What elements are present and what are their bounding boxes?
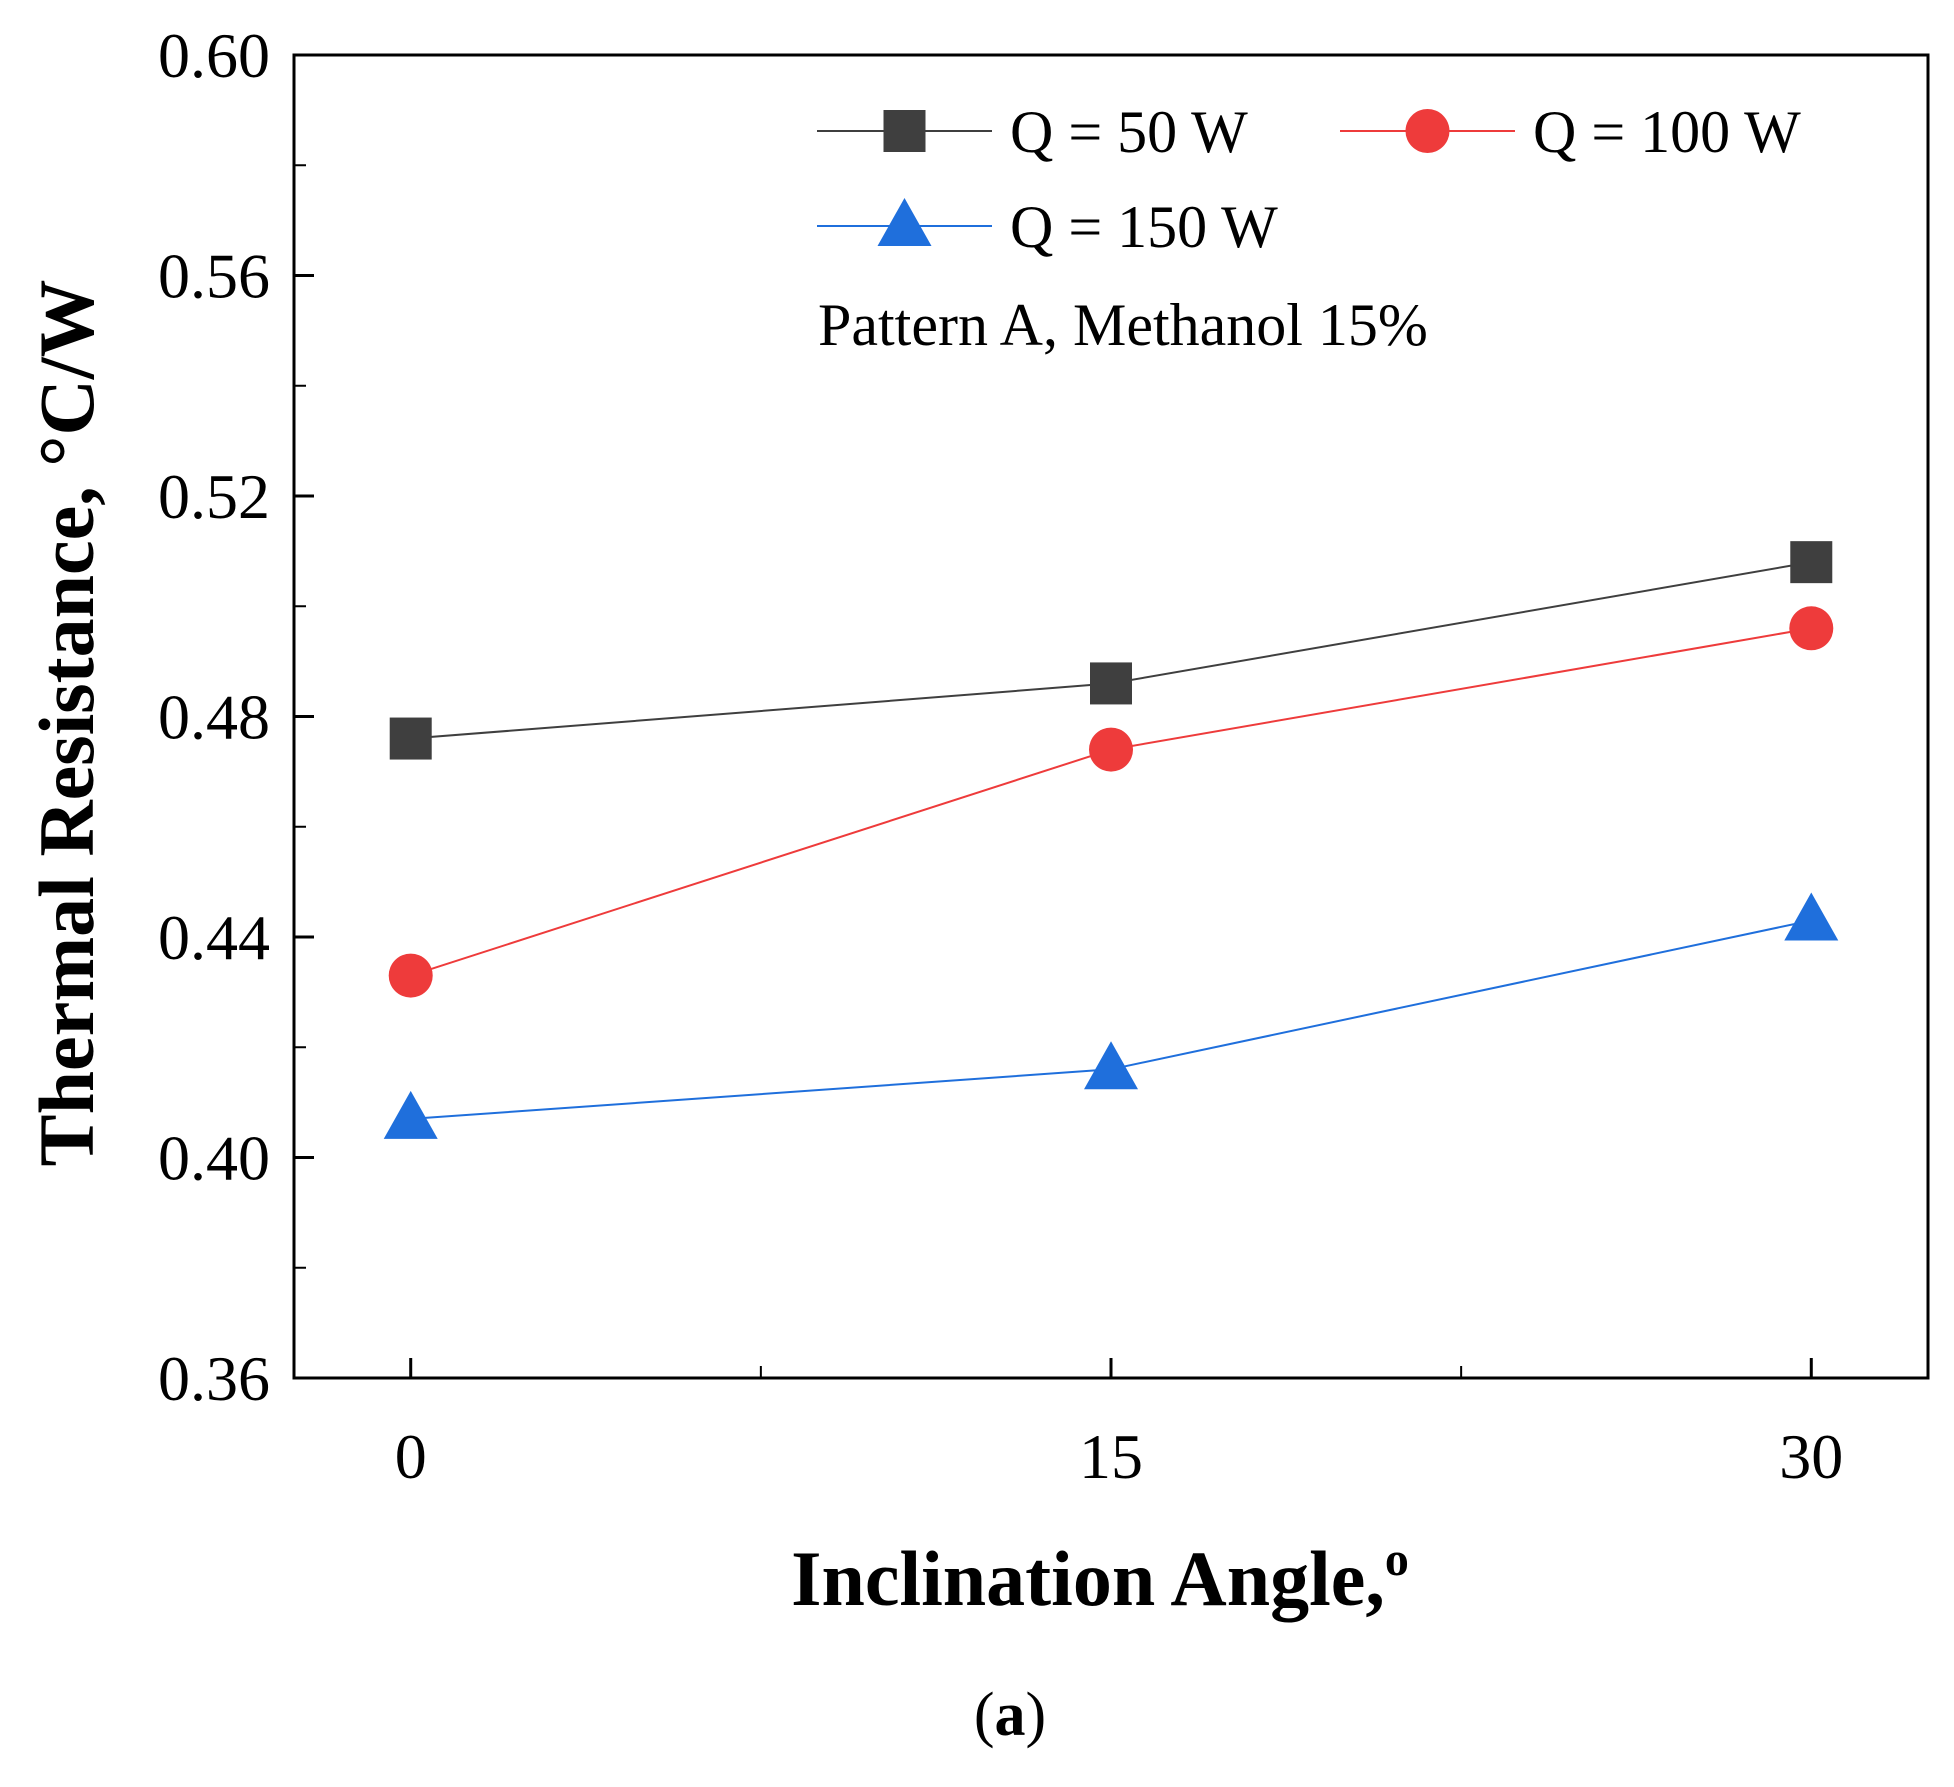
y-tick-label: 0.56 bbox=[158, 241, 270, 312]
y-tick-label: 0.44 bbox=[158, 902, 270, 973]
legend-label-3: Q = 150 W bbox=[1010, 194, 1278, 260]
legend-label-2: Q = 100 W bbox=[1533, 99, 1801, 165]
data-point-series-3 bbox=[1784, 892, 1839, 941]
x-tick-label: 30 bbox=[1779, 1421, 1843, 1492]
caption-letter: a bbox=[995, 1681, 1026, 1749]
legend-marker-3 bbox=[877, 198, 932, 246]
data-point-series-2 bbox=[1089, 727, 1133, 772]
caption-close: ) bbox=[1026, 1681, 1047, 1749]
x-axis-title-superscript: o bbox=[1385, 1533, 1409, 1586]
legend-label-1: Q = 50 W bbox=[1010, 99, 1248, 165]
legend-marker-1 bbox=[883, 110, 926, 152]
y-tick-label: 0.36 bbox=[158, 1343, 270, 1414]
y-tick-label: 0.52 bbox=[158, 461, 270, 532]
data-point-series-3 bbox=[1084, 1041, 1138, 1090]
legend-marker-2 bbox=[1405, 109, 1450, 153]
y-tick-label: 0.60 bbox=[158, 20, 270, 91]
data-point-series-1 bbox=[389, 717, 432, 760]
x-tick-label: 0 bbox=[395, 1421, 427, 1492]
x-tick-label: 15 bbox=[1079, 1421, 1143, 1492]
y-axis-title: Thermal Resistance, °C/W bbox=[23, 280, 110, 1167]
data-point-series-1 bbox=[1090, 662, 1132, 705]
series-line-1 bbox=[410, 561, 1812, 740]
data-point-series-2 bbox=[388, 953, 433, 998]
caption-open: ( bbox=[974, 1681, 995, 1749]
data-point-series-3 bbox=[383, 1090, 438, 1139]
data-point-series-2 bbox=[1789, 606, 1834, 651]
data-point-series-1 bbox=[1790, 541, 1833, 584]
chart-annotation: Pattern A, Methanol 15% bbox=[818, 292, 1428, 358]
y-tick-label: 0.40 bbox=[158, 1123, 270, 1194]
x-axis-title-text: Inclination Angle, bbox=[791, 1535, 1385, 1622]
y-tick-label: 0.48 bbox=[158, 682, 270, 753]
x-axis-title: Inclination Angle,o bbox=[791, 1533, 1409, 1622]
figure-caption: (a) bbox=[974, 1681, 1046, 1749]
